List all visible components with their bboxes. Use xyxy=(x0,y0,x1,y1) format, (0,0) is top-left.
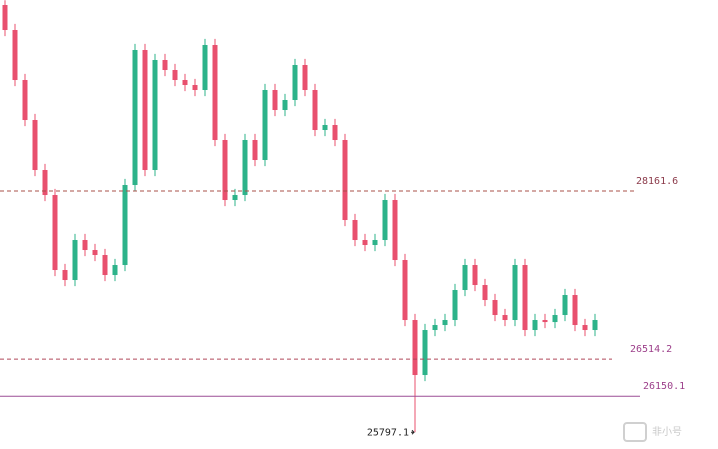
candle-body xyxy=(372,240,378,246)
candle-body xyxy=(462,265,468,291)
candle-body xyxy=(292,65,298,101)
low-marker-label: 25797.1 xyxy=(367,427,409,438)
candle-body xyxy=(222,140,228,201)
watermark: 非小号 xyxy=(652,426,682,438)
candle-body xyxy=(122,185,128,266)
candle-body xyxy=(162,60,168,71)
candle-body xyxy=(192,85,198,91)
candle-body xyxy=(582,325,588,331)
price-line-label: 26150.1 xyxy=(643,381,685,392)
candle-body xyxy=(212,45,218,141)
candle-body xyxy=(2,5,8,31)
candle-body xyxy=(452,290,458,321)
candle-body xyxy=(542,320,548,323)
candle-body xyxy=(442,320,448,326)
candle-body xyxy=(272,90,278,111)
candle-body xyxy=(172,70,178,81)
candle-body xyxy=(62,270,68,281)
candle-body xyxy=(82,240,88,251)
candle-body xyxy=(332,125,338,141)
price-line-label: 28161.6 xyxy=(636,176,678,187)
candle-body xyxy=(12,30,18,81)
candle-body xyxy=(202,45,208,91)
candle-body xyxy=(152,60,158,171)
candle-body xyxy=(492,300,498,316)
candle-body xyxy=(102,255,108,276)
candle-body xyxy=(252,140,258,161)
candle-body xyxy=(402,260,408,321)
candle-body xyxy=(472,265,478,286)
candle-body xyxy=(392,200,398,261)
candle-body xyxy=(92,250,98,256)
candle-body xyxy=(572,295,578,326)
candle-body xyxy=(132,50,138,186)
price-line-label: 26514.2 xyxy=(630,344,672,355)
candle-body xyxy=(382,200,388,241)
candle-body xyxy=(532,320,538,331)
candle-body xyxy=(592,320,598,331)
candle-body xyxy=(412,320,418,376)
candle-body xyxy=(322,125,328,131)
candle-body xyxy=(302,65,308,91)
candle-body xyxy=(522,265,528,331)
candle-body xyxy=(342,140,348,221)
candle-body xyxy=(352,220,358,241)
candle-body xyxy=(502,315,508,321)
candle-body xyxy=(262,90,268,161)
candle-body xyxy=(32,120,38,171)
candle-body xyxy=(112,265,118,276)
candle-body xyxy=(562,295,568,316)
candle-body xyxy=(142,50,148,171)
watermark-logo xyxy=(623,422,647,442)
candle-body xyxy=(72,240,78,281)
candle-body xyxy=(512,265,518,321)
low-marker-arrow xyxy=(411,429,415,435)
candle-body xyxy=(422,330,428,376)
candle-body xyxy=(52,195,58,271)
candle-body xyxy=(552,315,558,323)
candle-body xyxy=(242,140,248,196)
candle-body xyxy=(22,80,28,121)
candle-body xyxy=(482,285,488,301)
candle-body xyxy=(42,170,48,196)
candle-body xyxy=(432,325,438,331)
candle-body xyxy=(312,90,318,131)
candle-body xyxy=(282,100,288,111)
candle-body xyxy=(182,80,188,86)
candle-body xyxy=(362,240,368,246)
candle-body xyxy=(232,195,238,201)
